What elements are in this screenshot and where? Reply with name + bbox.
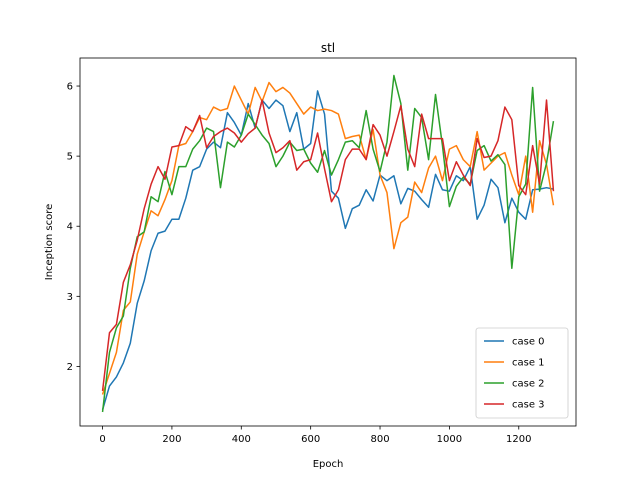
y-tick-label: 4 bbox=[67, 222, 73, 233]
series-line-case-3 bbox=[101, 99, 555, 392]
series-line-case-1 bbox=[101, 81, 555, 395]
x-tick-label: 0 bbox=[99, 434, 105, 445]
x-tick-label: 400 bbox=[232, 434, 251, 445]
series-line-case-2 bbox=[101, 74, 555, 413]
axes-frame bbox=[79, 57, 577, 427]
y-tick-label: 6 bbox=[67, 82, 73, 93]
legend-entry: case 3 bbox=[512, 400, 545, 411]
legend-entry: case 1 bbox=[512, 358, 545, 369]
x-tick-label: 1200 bbox=[506, 434, 531, 445]
legend-box bbox=[475, 327, 569, 419]
y-axis: 2 3 4 5 6 bbox=[67, 82, 80, 373]
series-group bbox=[101, 74, 555, 413]
chart-title: stl bbox=[321, 41, 335, 55]
x-tick-label: 200 bbox=[162, 434, 181, 445]
legend-entry: case 2 bbox=[512, 379, 545, 390]
y-tick-label: 2 bbox=[67, 362, 73, 373]
y-tick-label: 3 bbox=[67, 292, 73, 303]
series-line-case-0 bbox=[101, 90, 554, 411]
x-tick-label: 800 bbox=[370, 434, 389, 445]
x-axis: 0 200 400 600 800 1000 1200 bbox=[99, 426, 531, 445]
x-axis-label: Epoch bbox=[313, 459, 344, 470]
y-axis-label: Inception score bbox=[44, 204, 55, 281]
x-tick-label: 600 bbox=[301, 434, 320, 445]
y-tick-label: 5 bbox=[67, 152, 73, 163]
x-tick-label: 1000 bbox=[437, 434, 462, 445]
legend-entry: case 0 bbox=[512, 337, 545, 348]
legend: case 0 case 1 case 2 case 3 bbox=[475, 327, 569, 419]
